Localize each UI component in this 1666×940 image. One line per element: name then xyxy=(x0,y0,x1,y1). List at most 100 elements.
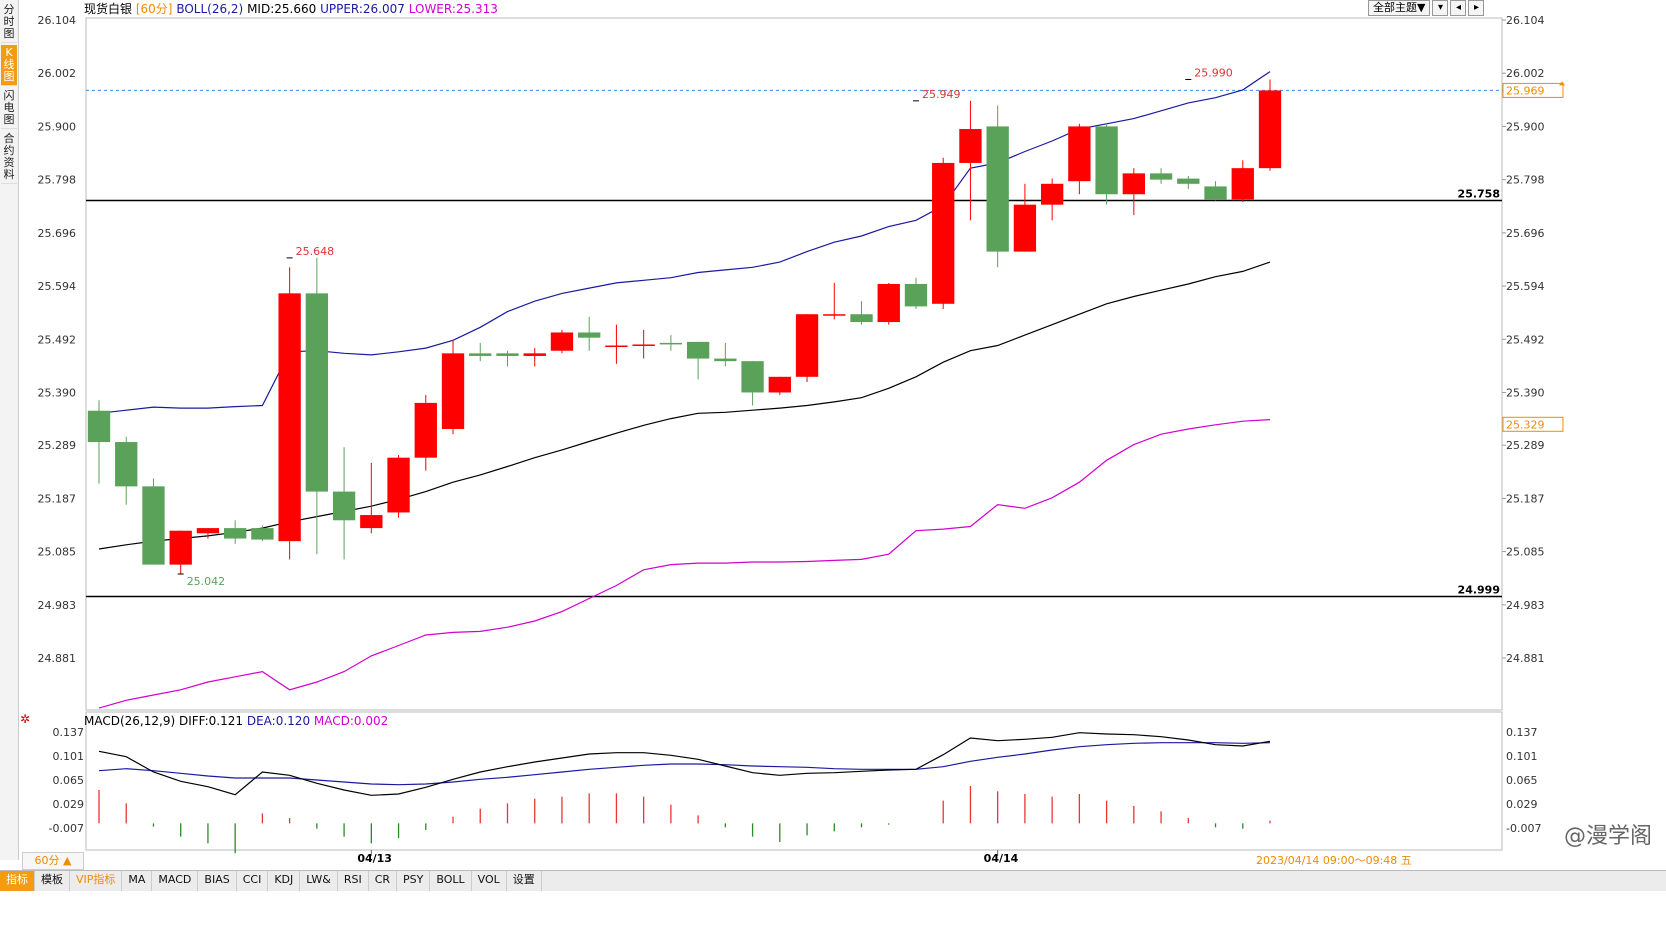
indicator-name[interactable]: BOLL(26,2) xyxy=(176,2,244,16)
annotation-label: 25.648 xyxy=(296,245,335,258)
price-tick-label-left: 25.085 xyxy=(38,546,77,559)
sidebar: 分时图 K线图 闪电图 合约资料 xyxy=(0,0,19,860)
price-tick-label-left: 25.492 xyxy=(38,333,77,346)
candle-body xyxy=(1149,173,1173,180)
price-tick-label-left: 25.696 xyxy=(38,227,77,240)
horizontal-line-label: 25.758 xyxy=(1458,187,1500,200)
candle-body xyxy=(686,341,710,359)
lower-band-tag xyxy=(1502,416,1564,432)
candle-body xyxy=(1095,126,1118,195)
tab-13[interactable]: VOL xyxy=(472,871,507,891)
price-tick-label-right: 24.881 xyxy=(1506,652,1545,665)
tab-0[interactable]: 指标 xyxy=(0,871,35,891)
theme-dropdown[interactable]: 全部主题▼ xyxy=(1368,0,1431,16)
next-icon[interactable]: ▸ xyxy=(1468,0,1485,16)
tab-5[interactable]: BIAS xyxy=(198,871,237,891)
prev-icon[interactable]: ◂ xyxy=(1450,0,1467,16)
tab-8[interactable]: LW& xyxy=(300,871,338,891)
price-tick-label-left: 25.390 xyxy=(38,386,77,399)
macd-macd-value: MACD:0.002 xyxy=(313,714,389,728)
tab-2[interactable]: VIP指标 xyxy=(70,871,123,891)
candle-body xyxy=(1204,186,1227,200)
candle-body xyxy=(986,126,1009,252)
candle-body xyxy=(1122,173,1146,195)
toolbar: 全部主题▼ ▾ ◂ ▸ xyxy=(1368,0,1485,16)
candle-body xyxy=(469,353,492,356)
macd-pane-border xyxy=(85,711,1503,851)
tab-10[interactable]: CR xyxy=(369,871,398,891)
chart-canvas[interactable]: 26.104 26.104 26.002 26.002 25.900 25.900 25.7… xyxy=(0,0,1666,870)
candle-body xyxy=(414,402,437,458)
tab-7[interactable]: KDJ xyxy=(268,871,301,891)
tab-flash[interactable]: 闪电图 xyxy=(1,88,17,129)
candle-body xyxy=(523,353,546,356)
candle-body xyxy=(496,353,519,356)
candle-body xyxy=(87,410,111,443)
candle-body xyxy=(1177,178,1200,184)
candle-body xyxy=(387,457,410,513)
tab-14[interactable]: 设置 xyxy=(507,871,542,891)
price-tick-label-right: 25.900 xyxy=(1506,120,1545,133)
candle-body xyxy=(1068,126,1091,182)
candle-body xyxy=(659,342,683,345)
lower-band-text: 25.329 xyxy=(1506,418,1545,431)
symbol-name: 现货白银 xyxy=(84,2,133,16)
macd-header: MACD(26,12,9) DIFF:0.121 DEA:0.120 MACD:… xyxy=(84,714,388,728)
candle-body xyxy=(332,491,356,521)
gear-icon: ✲ xyxy=(20,712,30,726)
candle-body xyxy=(278,293,301,542)
tab-6[interactable]: CCI xyxy=(237,871,269,891)
price-tick-label-right: 26.002 xyxy=(1506,67,1545,80)
price-tick-label-left: 24.881 xyxy=(38,652,77,665)
period-label[interactable]: [60分] xyxy=(135,2,173,16)
tab-3[interactable]: MA xyxy=(122,871,153,891)
price-tick-label-left: 25.187 xyxy=(38,492,77,505)
macd-name[interactable]: MACD(26,12,9) xyxy=(84,714,176,728)
candle-body xyxy=(1013,204,1037,252)
macd-dea-line xyxy=(98,742,1271,786)
tab-12[interactable]: BOLL xyxy=(430,871,472,891)
candle-body xyxy=(1040,183,1064,205)
price-tick-label-left: 26.002 xyxy=(38,67,77,80)
candle-body xyxy=(932,162,955,304)
price-tick-label-right: 25.798 xyxy=(1506,174,1545,187)
minimize-icon[interactable]: ▾ xyxy=(1432,0,1449,16)
current-price-text: 25.969 xyxy=(1506,84,1545,97)
price-tick-label-left: 26.104 xyxy=(38,14,77,27)
candle-body xyxy=(632,344,655,346)
candle-body xyxy=(169,530,192,565)
tab-1[interactable]: 模板 xyxy=(35,871,70,891)
annotation-label: 25.949 xyxy=(922,88,961,101)
tab-4[interactable]: MACD xyxy=(152,871,199,891)
price-tick-label-left: 25.289 xyxy=(38,439,77,452)
macd-tick-label-left: -0.007 xyxy=(49,822,84,835)
macd-diff-line xyxy=(98,732,1271,796)
tab-contract[interactable]: 合约资料 xyxy=(1,131,17,184)
tab-kline[interactable]: K线图 xyxy=(1,45,17,86)
boll-upper-line xyxy=(98,71,1271,414)
candle-body xyxy=(578,332,601,338)
candle-body xyxy=(1231,168,1254,200)
candle-body xyxy=(605,345,628,348)
candle-body xyxy=(959,129,982,163)
candle-body xyxy=(850,314,873,323)
boll-upper-value: UPPER:26.007 xyxy=(320,2,405,16)
macd-tick-label-left: 0.065 xyxy=(53,774,85,787)
macd-diff-value: DIFF:0.121 xyxy=(178,714,244,728)
candle-body xyxy=(196,528,220,534)
price-tick-label-right: 25.085 xyxy=(1506,546,1545,559)
price-tick-label-right: 25.390 xyxy=(1506,386,1545,399)
annotation-label: 25.042 xyxy=(187,575,226,588)
price-tick-label-right: 25.492 xyxy=(1506,333,1545,346)
tab-11[interactable]: PSY xyxy=(397,871,431,891)
indicator-tabs: 指标 模板 VIP指标 MA MACD BIAS CCI KDJ LW& RSI CR PSY BOLL… xyxy=(0,870,1666,891)
tab-timeshare[interactable]: 分时图 xyxy=(1,2,17,43)
price-tick-label-left: 24.983 xyxy=(38,599,77,612)
macd-dea-value: DEA:0.120 xyxy=(246,714,311,728)
horizontal-line-label: 24.999 xyxy=(1458,583,1500,596)
macd-tick-label-left: 0.101 xyxy=(53,750,85,763)
candle-body xyxy=(115,442,138,487)
period-select[interactable]: 60分 ▲ xyxy=(22,852,84,870)
tab-9[interactable]: RSI xyxy=(338,871,369,891)
macd-tick-label-right: 0.137 xyxy=(1506,726,1538,739)
